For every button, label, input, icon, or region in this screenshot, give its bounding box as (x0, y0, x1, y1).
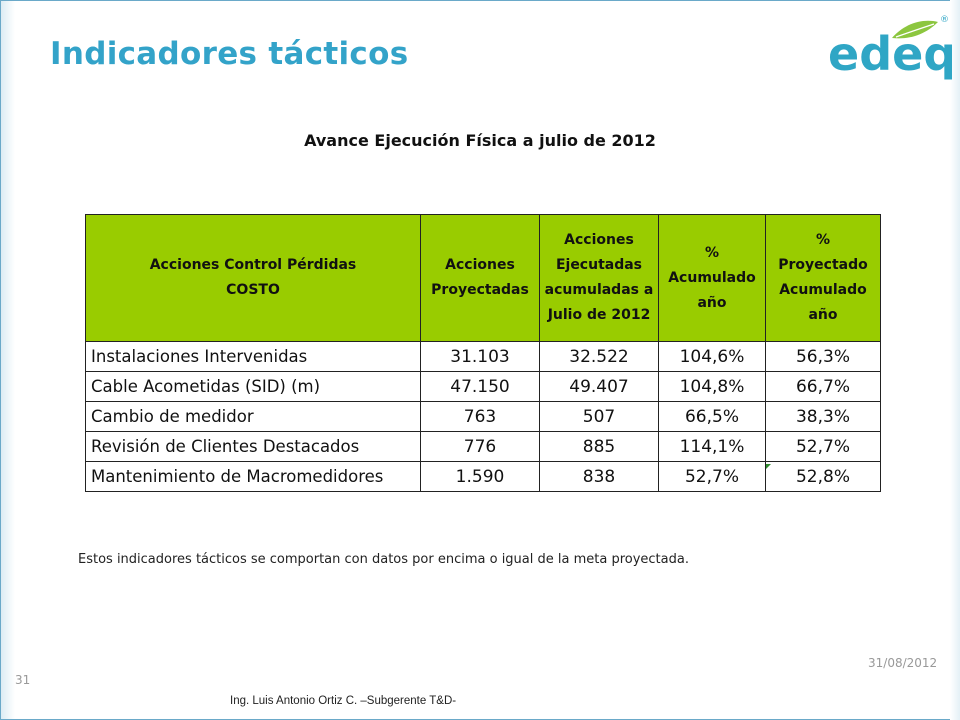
cell-pct-acumulado: 52,7% (658, 461, 766, 492)
cell-pct-proyectado: 66,7% (765, 371, 881, 402)
footer-author: Ing. Luis Antonio Ortiz C. –Subgerente T… (230, 695, 457, 707)
registered-mark: ® (940, 15, 949, 25)
table-header-row: Acciones Control Pérdidas COSTO Acciones P… (85, 214, 881, 342)
table-row: Instalaciones Intervenidas 31.103 32.522… (85, 341, 881, 372)
cell-proyectadas: 47.150 (420, 371, 540, 402)
row-label: Instalaciones Intervenidas (85, 341, 421, 372)
slide-date: 31/08/2012 (868, 656, 938, 670)
cell-pct-proyectado: 38,3% (765, 401, 881, 432)
cell-comment-marker (766, 464, 771, 469)
header-pct-proyectado: % Proyectado Acumulado año (765, 214, 881, 342)
cell-proyectadas: 763 (420, 401, 540, 432)
table-row: Cable Acometidas (SID) (m) 47.150 49.407… (85, 371, 881, 402)
row-label: Cambio de medidor (85, 401, 421, 432)
cell-pct-acumulado: 104,6% (658, 341, 766, 372)
cell-pct-proyectado: 52,8% (765, 461, 881, 492)
header-acciones-proyectadas: Acciones Proyectadas (420, 214, 540, 342)
edeq-logo: edeq ® (828, 15, 952, 81)
cell-ejecutadas: 885 (539, 431, 659, 462)
note-text: Estos indicadores tácticos se comportan … (78, 552, 689, 567)
cell-proyectadas: 776 (420, 431, 540, 462)
table-row: Mantenimiento de Macromedidores 1.590 83… (85, 461, 881, 492)
cell-pct-acumulado: 114,1% (658, 431, 766, 462)
table-subtitle: Avance Ejecución Física a julio de 2012 (304, 131, 656, 150)
header-acciones-control: Acciones Control Pérdidas COSTO (85, 214, 421, 342)
table-row: Cambio de medidor 763 507 66,5% 38,3% (85, 401, 881, 432)
header-pct-acumulado: % Acumulado año (658, 214, 766, 342)
cell-ejecutadas: 507 (539, 401, 659, 432)
slide-edge (950, 0, 960, 720)
cell-pct-acumulado: 66,5% (658, 401, 766, 432)
row-label: Cable Acometidas (SID) (m) (85, 371, 421, 402)
row-label: Revisión de Clientes Destacados (85, 431, 421, 462)
cell-pct-acumulado: 104,8% (658, 371, 766, 402)
logo-text: edeq (828, 27, 952, 81)
page-number: 31 (15, 673, 31, 687)
header-acciones-ejecutadas: Acciones Ejecutadas acumuladas a Julio de 2… (539, 214, 659, 342)
cell-ejecutadas: 32.522 (539, 341, 659, 372)
cell-ejecutadas: 838 (539, 461, 659, 492)
cell-ejecutadas: 49.407 (539, 371, 659, 402)
cell-pct-proyectado: 52,7% (765, 431, 881, 462)
table-row: Revisión de Clientes Destacados 776 885 … (85, 431, 881, 462)
cell-proyectadas: 31.103 (420, 341, 540, 372)
cell-proyectadas: 1.590 (420, 461, 540, 492)
cell-pct-proyectado: 56,3% (765, 341, 881, 372)
indicators-table: Acciones Control Pérdidas COSTO Acciones P… (85, 214, 881, 492)
row-label: Mantenimiento de Macromedidores (85, 461, 421, 492)
slide-title: Indicadores tácticos (50, 36, 409, 72)
